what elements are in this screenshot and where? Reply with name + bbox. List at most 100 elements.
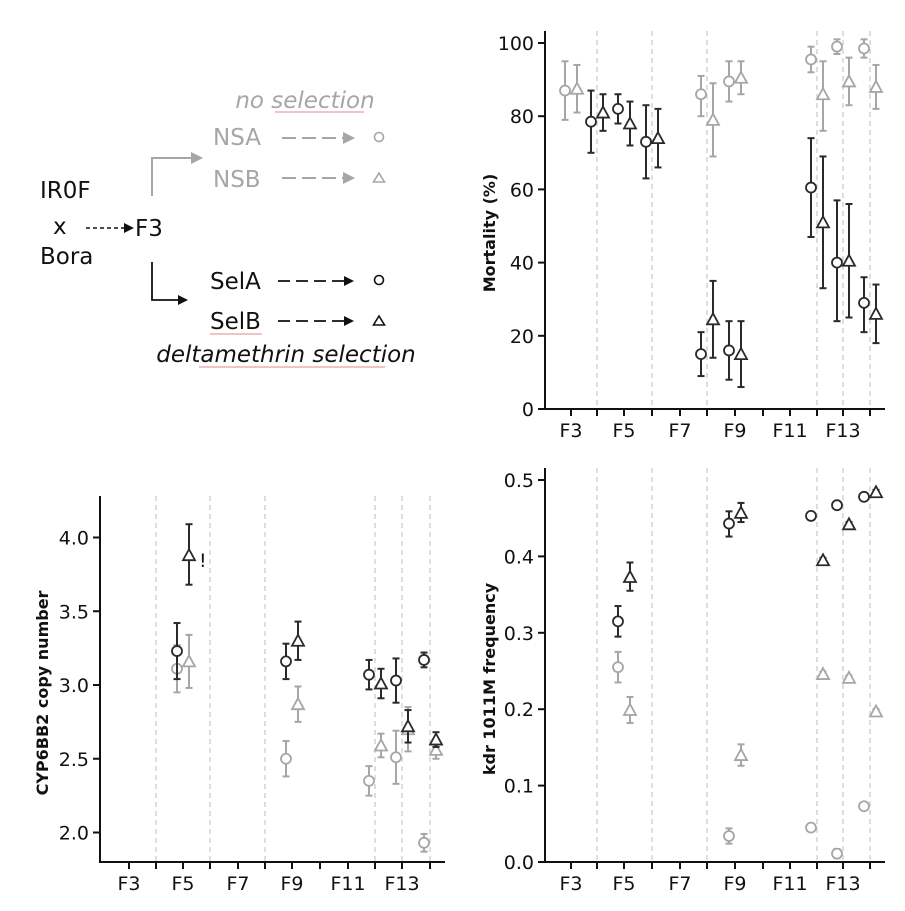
y-tick-label: 0.3 <box>504 623 534 645</box>
data-point-triangle <box>400 718 416 733</box>
x-tick-label: F7 <box>226 873 249 895</box>
data-point-circle <box>418 836 430 849</box>
x-tick-label: F9 <box>723 873 746 895</box>
data-point-triangle <box>733 747 749 761</box>
data-point-triangle <box>815 214 831 229</box>
diagram-parent-bora: Bora <box>40 244 93 270</box>
y-axis-title: kdr 1011M frequency <box>480 582 499 775</box>
data-point-circle <box>858 490 870 503</box>
y-axis-title: Mortality (%) <box>480 174 499 293</box>
data-point-triangle <box>868 305 884 320</box>
x-tick-label: F13 <box>825 420 860 442</box>
x-tick-label: F13 <box>825 873 860 895</box>
cyp6bb2-panel: 2.0 2.5 3.0 3.5 4.0 F3 F5 F7 F9 F11 F13 CYP6BB2 cop… <box>33 496 445 895</box>
data-point-triangle <box>841 516 857 531</box>
data-point-triangle <box>428 742 444 756</box>
data-point-triangle <box>569 80 585 95</box>
nsa-circle-icon <box>373 131 385 143</box>
data-point-circle <box>612 102 624 115</box>
data-point-triangle <box>868 484 884 499</box>
x-tick-label: F9 <box>280 873 303 895</box>
data-point-triangle <box>181 547 197 562</box>
data-point-circle <box>171 645 183 657</box>
x-tick-label: F11 <box>330 873 365 895</box>
y-tick-label: 0.5 <box>504 470 534 492</box>
data-point-circle <box>695 348 707 361</box>
diagram-line-nsb: NSB <box>213 167 261 193</box>
data-point-circle <box>585 115 597 128</box>
y-axis-title: CYP6BB2 copy number <box>33 590 52 795</box>
selected-branch-arrow <box>151 262 188 305</box>
data-point-triangle <box>290 696 306 711</box>
annotation-mark: ! <box>199 550 207 572</box>
data-point-triangle <box>181 653 197 668</box>
mortality-panel: 0 20 40 60 80 100 F3 F5 F7 F9 F11 F13 Mortality (%) <box>480 31 885 442</box>
diagram-no-selection-label: no selection <box>235 88 374 114</box>
data-point-circle <box>363 668 375 681</box>
kdr-panel: 0.0 0.1 0.2 0.3 0.4 0.5 F3 F5 F7 F9 F11 F13 kdr 1011… <box>480 468 885 895</box>
data-point-triangle <box>868 703 884 718</box>
x-tick-label: F5 <box>612 873 635 895</box>
diagram-line-selb: SelB <box>210 309 261 335</box>
data-point-triangle <box>622 115 638 130</box>
x-tick-label: F3 <box>117 873 140 895</box>
data-point-triangle <box>650 130 666 145</box>
data-point-circle <box>805 510 817 522</box>
data-point-circle <box>805 53 817 66</box>
breeding-diagram: no selection IR0F x Bora F3 NSA NSB SelA… <box>40 88 416 368</box>
data-point-circle <box>805 821 817 834</box>
data-point-circle <box>831 256 843 269</box>
y-tick-label: 60 <box>510 179 534 201</box>
y-tick-label: 0.2 <box>504 699 534 721</box>
data-point-circle <box>858 296 870 309</box>
data-point-circle <box>858 800 870 813</box>
data-point-circle <box>831 847 843 860</box>
diagram-line-nsa: NSA <box>213 125 261 151</box>
y-tick-label: 0.1 <box>504 776 534 798</box>
y-tick-label: 2.0 <box>59 823 89 845</box>
data-point-circle <box>805 181 817 194</box>
selb-triangle-icon <box>372 314 386 326</box>
data-point-circle <box>695 88 707 101</box>
data-point-triangle <box>373 737 389 752</box>
sela-circle-icon <box>373 274 385 286</box>
data-point-circle <box>831 40 843 53</box>
data-point-triangle <box>733 346 749 360</box>
diagram-deltamethrin-label: deltamethrin selection <box>156 342 416 368</box>
y-tick-label: 100 <box>498 33 534 55</box>
x-tick-label: F7 <box>668 420 691 442</box>
data-point-circle <box>280 655 292 668</box>
data-point-circle <box>559 84 571 97</box>
data-point-triangle <box>733 69 749 84</box>
y-tick-label: 40 <box>510 253 534 275</box>
data-point-triangle <box>622 702 638 716</box>
data-point-triangle <box>868 79 884 93</box>
data-point-circle <box>612 661 624 674</box>
data-point-circle <box>723 344 735 357</box>
data-point-triangle <box>733 504 749 519</box>
unselected-branch-arrow <box>151 152 203 196</box>
y-tick-label: 3.5 <box>59 601 89 623</box>
data-point-circle <box>640 135 652 148</box>
data-point-circle <box>280 752 292 765</box>
diagram-parent-ir0f: IR0F <box>40 178 91 204</box>
x-tick-label: F5 <box>171 873 194 895</box>
x-tick-label: F7 <box>668 873 691 895</box>
y-tick-label: 3.0 <box>59 675 89 697</box>
y-tick-label: 20 <box>510 326 534 348</box>
nsb-triangle-icon <box>372 171 386 183</box>
data-point-circle <box>390 674 402 687</box>
y-tick-label: 2.5 <box>59 749 89 771</box>
data-point-circle <box>612 615 624 628</box>
data-point-circle <box>831 499 843 512</box>
data-point-triangle <box>841 669 857 684</box>
data-point-triangle <box>841 73 857 88</box>
data-point-circle <box>418 654 430 666</box>
x-tick-label: F13 <box>384 873 419 895</box>
y-tick-label: 0.0 <box>504 852 534 874</box>
data-point-triangle <box>705 311 721 326</box>
data-point-triangle <box>815 86 831 101</box>
y-tick-label: 80 <box>510 106 534 128</box>
y-tick-label: 0 <box>522 399 534 421</box>
data-point-triangle <box>373 675 389 690</box>
